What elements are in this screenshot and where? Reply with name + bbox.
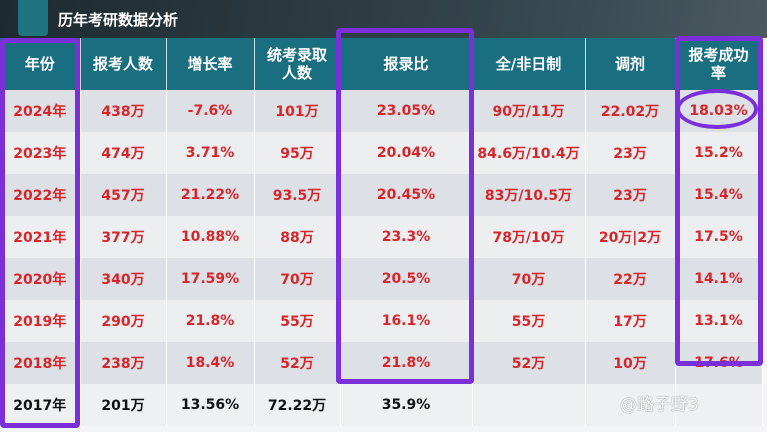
table-cell: 2020年 [0, 258, 81, 300]
table-cell: 84.6万/10.4万 [472, 132, 586, 174]
table-cell: 377万 [80, 216, 167, 258]
table-row: 2018年 238万 18.4% 52万 21.8% 52万 10万 17.6% [0, 342, 763, 384]
table-cell: 2022年 [0, 174, 81, 216]
column-header: 增长率 [166, 38, 255, 90]
table-cell: 23.05% [340, 90, 473, 132]
column-header: 报考成功率 [675, 38, 763, 90]
table-row: 2023年 474万 3.71% 95万 20.04% 84.6万/10.4万 23万 15.… [0, 132, 763, 174]
table-cell: 17.5% [675, 216, 763, 258]
table-cell: 2019年 [0, 300, 81, 342]
table-cell: 23.3% [340, 216, 473, 258]
table-cell: 70万 [472, 258, 586, 300]
table-row: 2022年 457万 21.22% 93.5万 20.45% 83万/10.5万 23万 15… [0, 174, 763, 216]
column-header: 报考人数 [80, 38, 167, 90]
table-cell: 101万 [254, 90, 341, 132]
table-cell: 474万 [80, 132, 167, 174]
table-cell: 238万 [80, 342, 167, 384]
highlight-year-column [0, 38, 80, 428]
table-cell: 17.59% [166, 258, 255, 300]
table-row: 2020年 340万 17.59% 70万 20.5% 70万 22万 14.1% [0, 258, 763, 300]
table-cell: 55万 [472, 300, 586, 342]
table-cell: 78万/10万 [472, 216, 586, 258]
table-cell: -7.6% [166, 90, 255, 132]
table-cell: 13.1% [675, 300, 763, 342]
highlight-ratio-column [336, 28, 474, 384]
table-cell: 15.2% [675, 132, 763, 174]
highlight-circle-2024 [676, 89, 758, 129]
table-cell: 20.5% [340, 258, 473, 300]
table-cell [675, 384, 763, 426]
table-cell: 20.04% [340, 132, 473, 174]
table-cell: 20.45% [340, 174, 473, 216]
column-header: 全/非日制 [472, 38, 586, 90]
table-cell: 22万 [585, 258, 676, 300]
table-cell [585, 384, 676, 426]
table-cell: 83万/10.5万 [472, 174, 586, 216]
table-cell: 35.9% [340, 384, 473, 426]
table-cell: 21.22% [166, 174, 255, 216]
table-cell: 72.22万 [254, 384, 341, 426]
table-cell: 95万 [254, 132, 341, 174]
table-cell: 3.71% [166, 132, 255, 174]
table-cell: 457万 [80, 174, 167, 216]
table-cell: 290万 [80, 300, 167, 342]
table-cell: 18.4% [166, 342, 255, 384]
table-cell: 10.88% [166, 216, 255, 258]
column-header: 年份 [0, 38, 81, 90]
column-header: 调剂 [585, 38, 676, 90]
watermark: @路子野3 [620, 395, 699, 415]
table-cell: 2024年 [0, 90, 81, 132]
table-cell: 17万 [585, 300, 676, 342]
title-accent [18, 0, 48, 36]
table-cell: 15.4% [675, 174, 763, 216]
column-header: 报录比 [340, 38, 473, 90]
table-cell: 438万 [80, 90, 167, 132]
table-cell: 88万 [254, 216, 341, 258]
table-cell: 23万 [585, 132, 676, 174]
table-cell: 2018年 [0, 342, 81, 384]
table-cell: 14.1% [675, 258, 763, 300]
table-cell: 52万 [472, 342, 586, 384]
page-title: 历年考研数据分析 [58, 11, 179, 29]
table-cell: 16.1% [340, 300, 473, 342]
table-row: 2017年 201万 13.56% 72.22万 35.9% [0, 384, 763, 426]
table-cell: 201万 [80, 384, 167, 426]
table-cell: 52万 [254, 342, 341, 384]
table-cell: 55万 [254, 300, 341, 342]
highlight-success-column [675, 36, 763, 366]
table-cell: 10万 [585, 342, 676, 384]
table-cell: 20万|2万 [585, 216, 676, 258]
table-cell [472, 384, 586, 426]
table-cell: 22.02万 [585, 90, 676, 132]
table-cell: 2017年 [0, 384, 81, 426]
table-row: 2021年 377万 10.88% 88万 23.3% 78万/10万 20万|2万 17.5… [0, 216, 763, 258]
table-cell: 90万/11万 [472, 90, 586, 132]
table-cell: 93.5万 [254, 174, 341, 216]
table-cell: 13.56% [166, 384, 255, 426]
column-header: 统考录取人数 [254, 38, 341, 90]
table-cell: 23万 [585, 174, 676, 216]
table-row: 2019年 290万 21.8% 55万 16.1% 55万 17万 13.1% [0, 300, 763, 342]
table-cell: 340万 [80, 258, 167, 300]
table-cell: 2021年 [0, 216, 81, 258]
table-cell: 21.8% [340, 342, 473, 384]
table-cell: 70万 [254, 258, 341, 300]
table-cell: 21.8% [166, 300, 255, 342]
